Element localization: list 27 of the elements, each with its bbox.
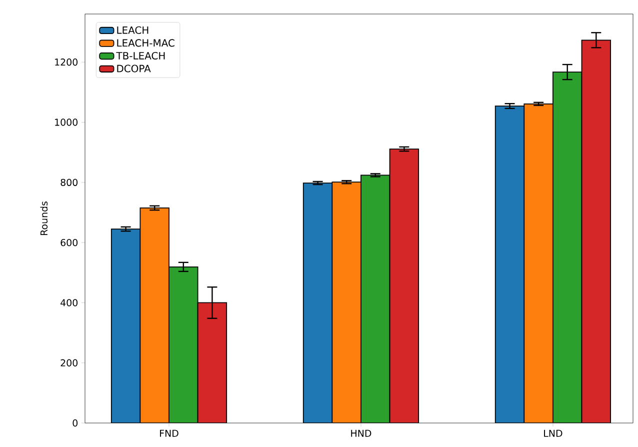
y-tick-label: 800 [60,178,78,186]
bar [552,72,582,423]
y-tick-label: 0 [72,419,78,427]
bar [524,103,554,423]
legend-label: TB-LEACH [116,52,165,60]
y-tick-label: 1000 [55,118,78,126]
bar [581,40,611,423]
y-tick-label: 200 [60,359,78,366]
y-axis-title: Rounds [40,202,48,236]
bar [140,208,170,423]
x-tick-label: HND [351,430,372,437]
bar [494,106,525,423]
legend-label: DCOPA [117,64,151,72]
y-tick-label: 1200 [55,58,78,66]
bar [197,302,228,423]
bar [302,182,333,423]
x-tick-label: FND [160,430,178,437]
bar [168,266,198,423]
bar [110,228,141,423]
y-tick-label: 400 [60,299,78,306]
bar [389,148,420,423]
legend-label: LEACH [117,26,148,34]
bar [332,182,362,423]
bar [360,174,390,423]
legend-label: LEACH-MAC [117,39,174,47]
x-tick-label: LND [544,430,562,437]
y-tick-label: 600 [60,238,78,246]
